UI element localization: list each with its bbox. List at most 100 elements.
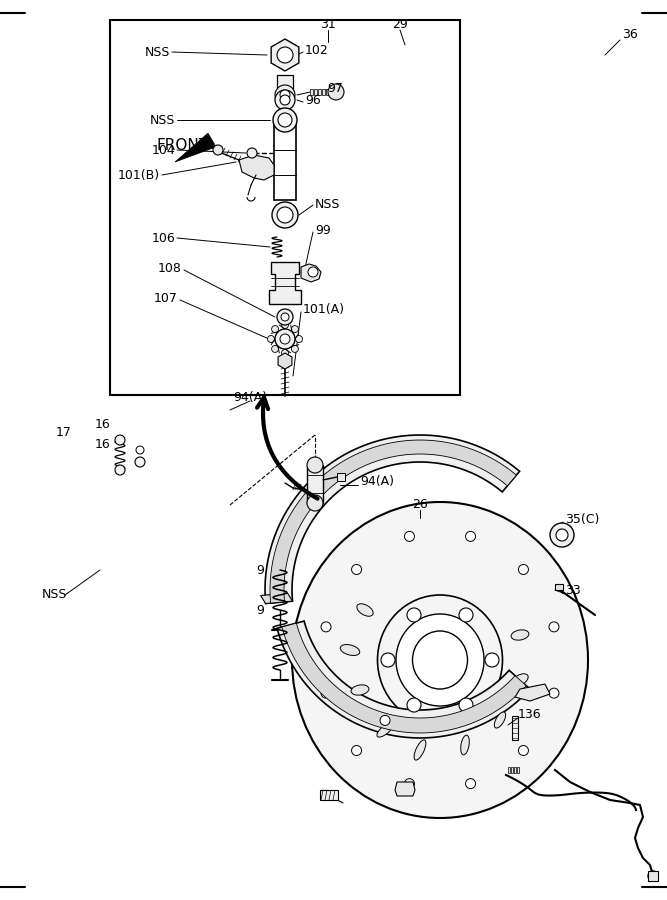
Text: 104: 104 (151, 143, 175, 157)
Polygon shape (269, 262, 301, 304)
Text: 101(B): 101(B) (118, 168, 160, 182)
Polygon shape (395, 782, 415, 796)
Circle shape (459, 698, 473, 712)
Text: 96: 96 (305, 94, 321, 106)
Text: 26: 26 (412, 499, 428, 511)
Polygon shape (261, 593, 293, 604)
Text: FRONT: FRONT (157, 138, 209, 152)
Bar (326, 89, 329, 95)
Text: 16: 16 (95, 438, 111, 452)
Circle shape (277, 207, 293, 223)
Circle shape (328, 84, 344, 100)
Ellipse shape (351, 685, 369, 695)
Circle shape (278, 113, 292, 127)
Ellipse shape (396, 614, 484, 706)
Bar (110, 20, 460, 395)
Bar (508, 767, 510, 773)
Ellipse shape (461, 735, 470, 755)
Circle shape (352, 745, 362, 755)
Ellipse shape (512, 674, 528, 686)
Circle shape (556, 529, 568, 541)
Circle shape (275, 329, 295, 349)
Circle shape (280, 95, 290, 105)
Ellipse shape (377, 723, 393, 737)
Circle shape (459, 608, 473, 622)
Ellipse shape (292, 502, 588, 818)
Polygon shape (282, 623, 526, 733)
Text: 16: 16 (95, 418, 111, 431)
Circle shape (272, 202, 298, 228)
Circle shape (407, 608, 421, 622)
Circle shape (115, 465, 125, 475)
Text: 9: 9 (256, 563, 264, 577)
Circle shape (307, 457, 323, 473)
Circle shape (280, 90, 290, 100)
Polygon shape (265, 435, 520, 604)
Bar (514, 767, 516, 773)
Circle shape (273, 108, 297, 132)
Ellipse shape (412, 631, 468, 689)
Polygon shape (301, 264, 321, 282)
Text: NSS: NSS (145, 46, 170, 58)
Text: 17: 17 (56, 426, 72, 438)
Text: 9: 9 (256, 604, 264, 617)
Circle shape (352, 564, 362, 574)
Circle shape (277, 47, 293, 63)
Polygon shape (270, 440, 516, 603)
Circle shape (518, 564, 528, 574)
Bar (322, 89, 325, 95)
Circle shape (135, 457, 145, 467)
Text: 136: 136 (518, 708, 542, 722)
Bar (511, 767, 513, 773)
Circle shape (247, 148, 257, 158)
Circle shape (281, 313, 289, 321)
Circle shape (381, 653, 395, 667)
Text: 106: 106 (151, 231, 175, 245)
Polygon shape (277, 621, 530, 738)
Circle shape (275, 90, 295, 110)
Circle shape (281, 349, 289, 356)
Circle shape (271, 346, 279, 353)
Circle shape (380, 716, 390, 725)
Circle shape (549, 622, 559, 632)
Text: 97: 97 (327, 82, 343, 94)
Polygon shape (239, 155, 274, 180)
Circle shape (549, 688, 559, 698)
Text: 108: 108 (158, 262, 182, 274)
Ellipse shape (511, 630, 529, 640)
Text: 102: 102 (305, 43, 329, 57)
Text: 99: 99 (315, 223, 331, 237)
Bar (648, 871, 658, 881)
Circle shape (295, 336, 303, 343)
Circle shape (275, 85, 295, 105)
Bar (320, 790, 338, 800)
Circle shape (115, 435, 125, 445)
Text: 35(C): 35(C) (565, 514, 600, 526)
Circle shape (466, 531, 476, 542)
Bar (555, 584, 563, 590)
Bar (330, 89, 333, 95)
Bar (512, 716, 518, 740)
Polygon shape (271, 39, 299, 71)
Text: NSS: NSS (149, 113, 175, 127)
Ellipse shape (357, 604, 373, 617)
Ellipse shape (414, 740, 426, 760)
Circle shape (281, 321, 289, 328)
Circle shape (267, 336, 275, 343)
Circle shape (485, 653, 499, 667)
Circle shape (307, 495, 323, 511)
Circle shape (277, 309, 293, 325)
Circle shape (518, 745, 528, 755)
Text: NSS: NSS (315, 199, 340, 212)
Circle shape (466, 778, 476, 788)
Bar (277, 75, 293, 90)
Circle shape (280, 334, 290, 344)
Text: 29: 29 (392, 19, 408, 32)
Bar (517, 767, 519, 773)
Circle shape (321, 622, 331, 632)
Circle shape (291, 326, 298, 333)
Text: 101(A): 101(A) (303, 303, 345, 317)
Ellipse shape (378, 595, 502, 725)
Circle shape (407, 698, 421, 712)
Circle shape (136, 446, 144, 454)
